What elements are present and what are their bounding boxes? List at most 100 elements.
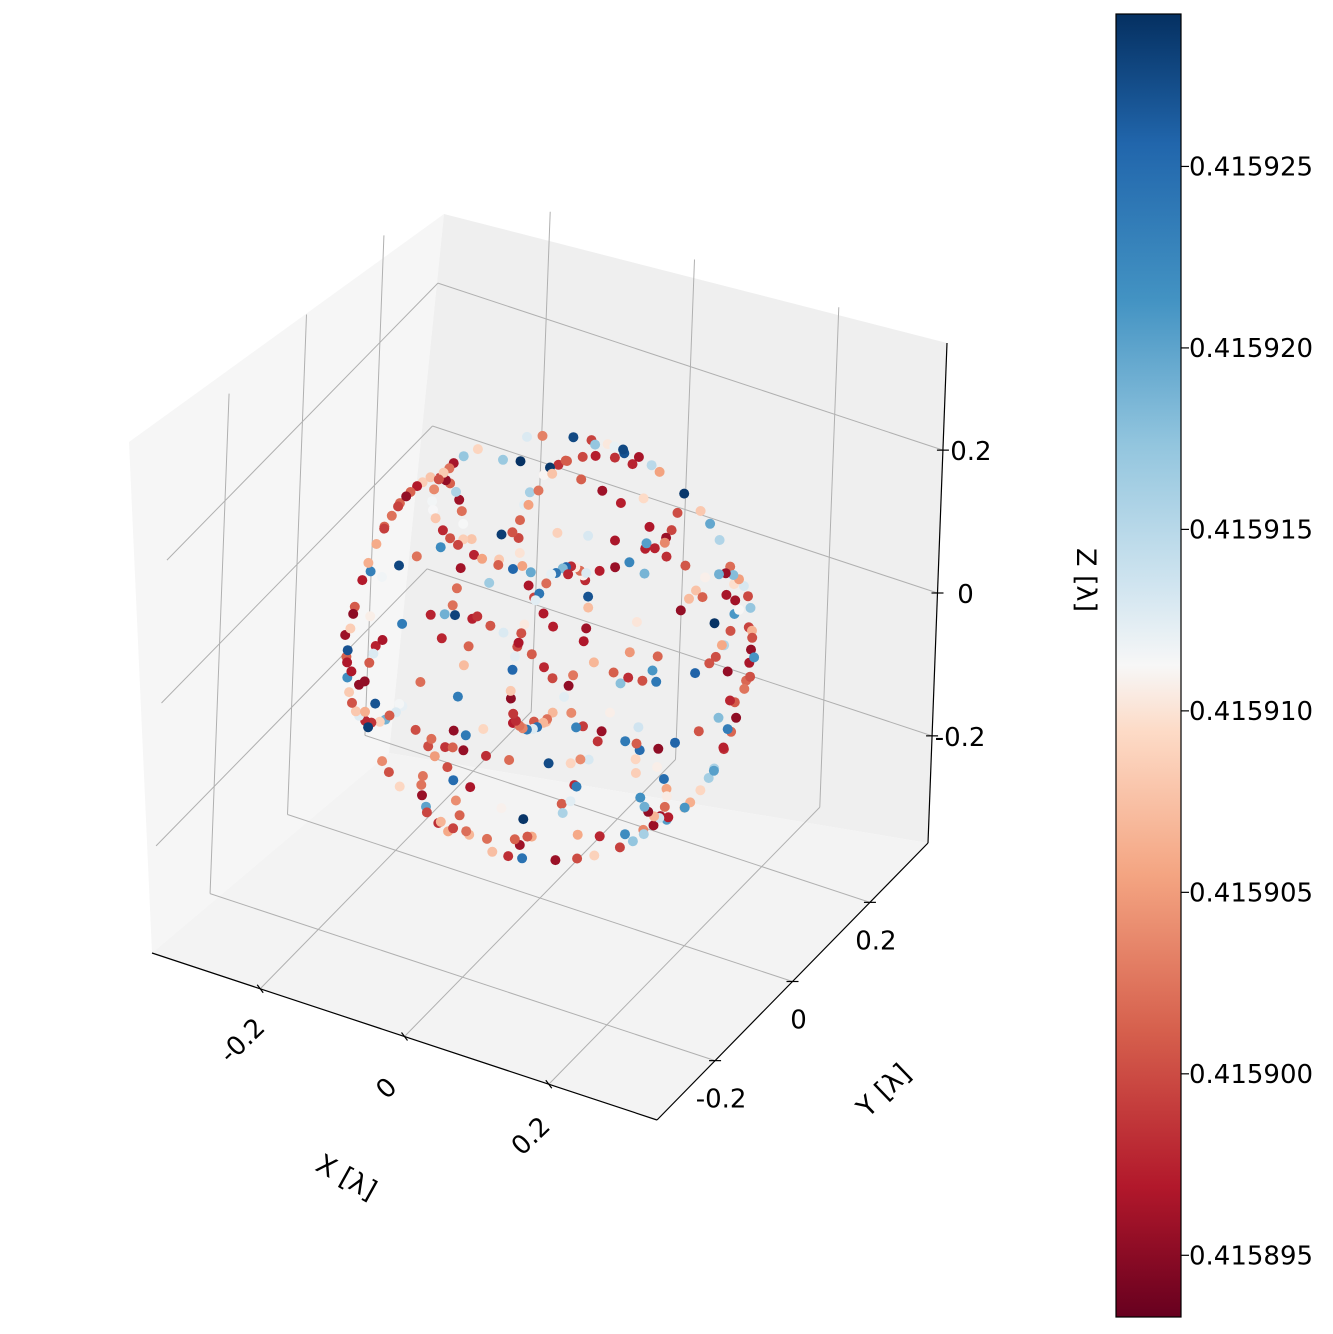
- scatter-point: [377, 635, 388, 645]
- scatter-point: [447, 742, 458, 753]
- scatter-point: [609, 441, 620, 452]
- scatter-point: [725, 625, 736, 636]
- z-tick-label: -0.2: [935, 723, 986, 753]
- scatter-point: [746, 644, 756, 655]
- x-tick-label: -0.2: [214, 1013, 271, 1070]
- scatter-point: [566, 707, 577, 718]
- scatter-point: [538, 608, 549, 619]
- scatter-point: [458, 745, 469, 756]
- scatter-point: [563, 680, 574, 691]
- scatter-point: [516, 628, 527, 639]
- scatter-point: [565, 796, 576, 807]
- colorbar-tick-label: 0.415900: [1189, 1060, 1313, 1090]
- scatter-point: [515, 456, 526, 467]
- scatter-point: [523, 499, 534, 510]
- scatter-point: [710, 651, 721, 662]
- scatter-point: [509, 834, 520, 845]
- scatter-point: [743, 591, 753, 602]
- scatter-point: [709, 618, 720, 629]
- scatter-point: [365, 566, 376, 577]
- scatter-point: [615, 678, 626, 689]
- scatter-point: [478, 724, 489, 734]
- scatter-point: [728, 570, 739, 580]
- scatter-point: [734, 604, 744, 615]
- scatter-point: [450, 610, 460, 621]
- scatter-point: [472, 611, 483, 622]
- scatter-point: [429, 484, 440, 495]
- grid-line-y-floor: [287, 814, 793, 982]
- colorbar: 0.415895 0.415900 0.415905 0.415910 0.415915…: [1115, 13, 1313, 1318]
- scatter-point: [342, 645, 353, 656]
- scatter-point: [458, 660, 469, 671]
- scatter-point: [680, 560, 691, 571]
- grid-line-z-back: [426, 568, 933, 737]
- scatter-point: [631, 617, 642, 627]
- scatter-point: [370, 641, 381, 651]
- scatter-point: [633, 452, 644, 462]
- scatter-point: [635, 792, 646, 803]
- scatter-point: [649, 543, 660, 554]
- scatter-point: [481, 750, 491, 761]
- scatter-point: [484, 577, 495, 588]
- scatter-point: [588, 657, 599, 668]
- scatter-point: [541, 578, 552, 589]
- scatter-point: [605, 707, 615, 718]
- scatter-point: [614, 842, 625, 853]
- scatter-point: [594, 565, 605, 576]
- scatter-point: [430, 513, 441, 524]
- scatter-point: [447, 600, 458, 611]
- scatter-point: [546, 569, 557, 580]
- scatter-point: [508, 708, 519, 719]
- scatter-point: [568, 670, 579, 681]
- scatter-point: [659, 537, 670, 548]
- scatter-point: [646, 460, 657, 471]
- scatter-point: [679, 488, 690, 499]
- x-axis-label: X [λ]: [311, 1148, 382, 1206]
- scatter-point: [415, 677, 426, 687]
- scatter-point: [583, 530, 594, 541]
- scatter-point: [394, 560, 404, 571]
- scatter-point: [524, 487, 535, 498]
- scatter-point: [363, 722, 374, 733]
- scatter-point: [652, 762, 663, 772]
- scatter-point: [639, 801, 650, 812]
- scatter-point: [454, 494, 465, 505]
- scatter-point: [581, 568, 592, 578]
- scatter-point: [708, 765, 719, 776]
- scatter-point: [731, 712, 742, 723]
- scatter-point: [577, 451, 588, 462]
- scatter-point: [433, 474, 444, 485]
- scatter-point: [560, 455, 571, 466]
- scatter-point: [533, 485, 544, 496]
- scatter-point: [745, 602, 756, 613]
- scatter-point: [703, 773, 714, 783]
- scatter-point: [350, 706, 361, 717]
- scatter-point: [530, 595, 541, 606]
- scatter-point: [608, 667, 619, 678]
- scatter-point: [661, 791, 672, 802]
- scatter-point: [517, 853, 528, 864]
- scatter-point: [417, 771, 428, 781]
- scatter-point: [654, 466, 665, 477]
- scatter-point: [705, 518, 716, 529]
- scatter-point: [745, 671, 756, 682]
- scatter-point: [641, 538, 652, 549]
- scatter-point: [716, 640, 727, 651]
- scatter-point: [383, 767, 394, 778]
- scatter-point: [504, 755, 515, 765]
- scatter-point: [565, 758, 576, 769]
- grid-line-z-left: [166, 282, 439, 561]
- scatter-point: [695, 506, 706, 516]
- scatter-point: [576, 474, 587, 485]
- scatter-point: [583, 754, 594, 765]
- scatter-point: [485, 620, 496, 631]
- scatter-point: [505, 693, 516, 704]
- scatter-point: [539, 662, 549, 673]
- scatter-point: [508, 564, 518, 574]
- scatter-point: [610, 535, 620, 546]
- scatter-point: [394, 781, 405, 792]
- scatter-point: [469, 549, 479, 560]
- scatter-point: [571, 781, 582, 792]
- scatter-point: [448, 725, 459, 736]
- scatter-point: [739, 683, 750, 694]
